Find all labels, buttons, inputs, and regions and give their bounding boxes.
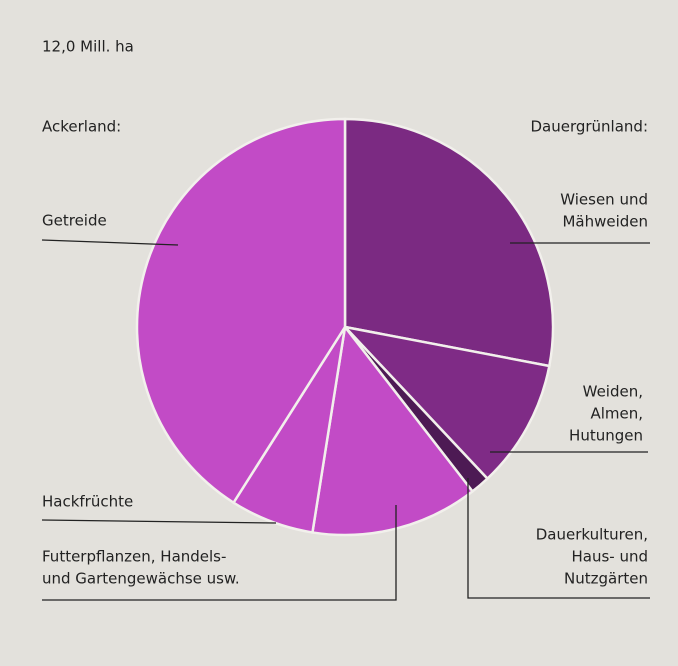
chart-title: 12,0 Mill. ha xyxy=(42,38,134,56)
group-label: Dauergrünland: xyxy=(530,118,648,136)
pie-slice xyxy=(135,117,347,505)
slice-label: Wiesen und xyxy=(560,191,648,209)
pie-slice xyxy=(341,325,551,481)
slice-label: Weiden, xyxy=(583,383,643,401)
group-label: Ackerland: xyxy=(42,118,121,136)
leader-line xyxy=(41,239,179,246)
pie-slice xyxy=(343,117,555,368)
leader-line xyxy=(467,478,650,599)
leader-line xyxy=(42,505,397,601)
slice-label: Getreide xyxy=(42,212,107,230)
slice-label: Hutungen xyxy=(569,427,643,445)
slice-label: Almen, xyxy=(590,405,643,423)
slice-label: Haus- und xyxy=(571,548,648,566)
slice-label: Nutzgärten xyxy=(564,570,648,588)
slice-label: Mähweiden xyxy=(562,213,648,231)
slice-label: und Gartengewächse usw. xyxy=(42,570,240,588)
slice-label: Hackfrüchte xyxy=(42,493,133,511)
pie-slice xyxy=(311,323,475,537)
leader-line xyxy=(41,519,277,524)
slice-label: Futterpflanzen, Handels- xyxy=(42,548,226,566)
slice-label: Dauerkulturen, xyxy=(536,526,648,544)
